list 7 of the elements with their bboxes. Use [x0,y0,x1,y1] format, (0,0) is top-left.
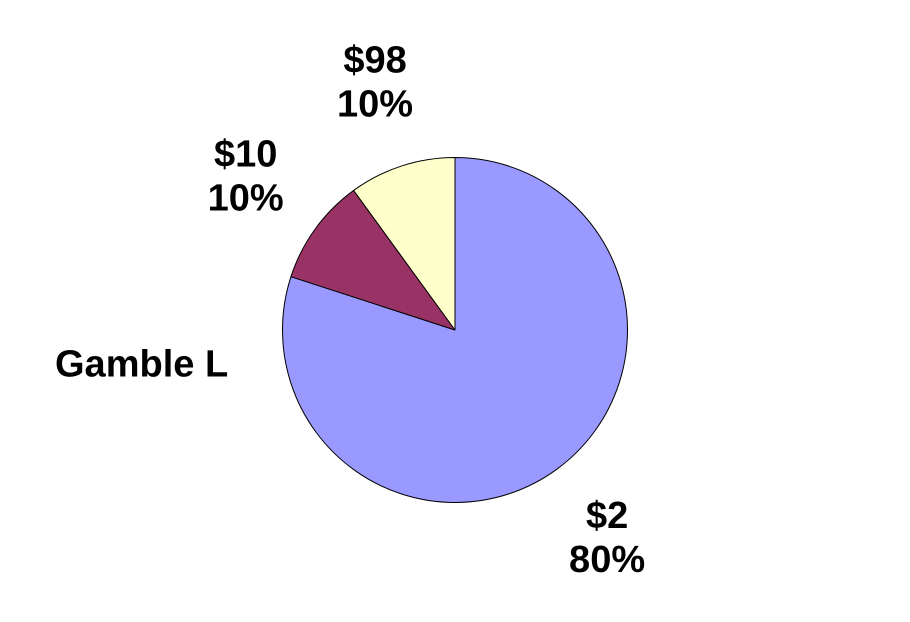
slice-label: $10 [214,133,278,176]
data-label: 10% [337,83,414,126]
slice-label: $98 [343,39,407,82]
data-label: 10% [208,177,284,220]
data-label: 80% [569,538,646,581]
text: Gamble L [55,343,228,386]
slice-label: $2 [586,494,628,537]
